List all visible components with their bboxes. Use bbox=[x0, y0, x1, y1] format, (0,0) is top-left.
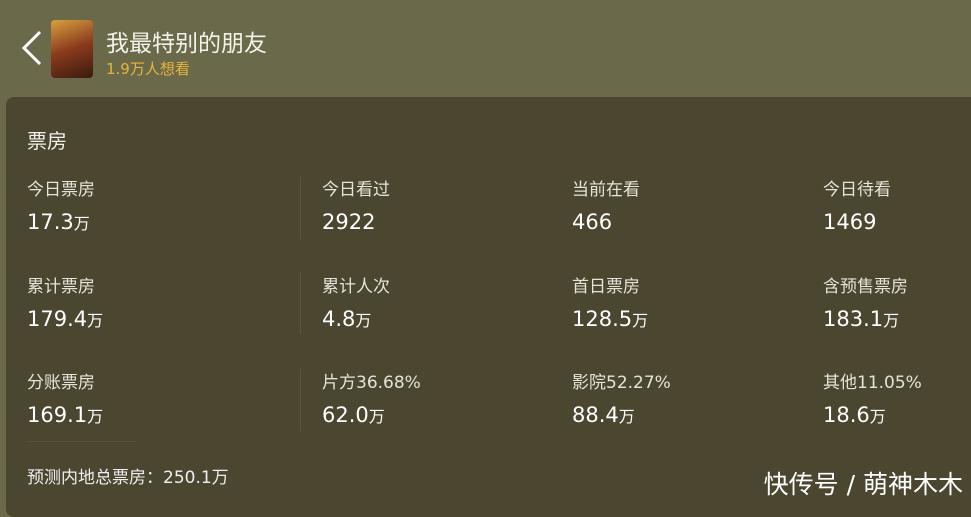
stat-cell: 影院52.27% 88.4万 bbox=[572, 368, 671, 427]
section-title: 票房 bbox=[27, 129, 67, 153]
stat-cell: 含预售票房 183.1万 bbox=[823, 272, 908, 331]
stat-value: 18.6万 bbox=[823, 403, 922, 427]
stat-cell: 片方36.68% 62.0万 bbox=[322, 368, 421, 427]
stat-label: 累计票房 bbox=[27, 277, 95, 297]
stat-label: 片方36.68% bbox=[322, 373, 421, 393]
stat-cell: 今日看过 2922 bbox=[322, 175, 390, 234]
stat-cell: 累计票房 179.4万 bbox=[27, 272, 103, 331]
stat-number: 62.0 bbox=[322, 403, 369, 427]
stat-cell: 当前在看 466 bbox=[572, 175, 640, 234]
stat-label: 今日看过 bbox=[322, 180, 390, 200]
divider bbox=[27, 441, 137, 442]
back-icon[interactable] bbox=[18, 28, 48, 68]
stat-number: 4.8 bbox=[322, 307, 356, 331]
stat-value: 183.1万 bbox=[823, 307, 908, 331]
divider bbox=[300, 177, 301, 239]
stat-label: 累计人次 bbox=[322, 277, 390, 297]
header: 我最特别的朋友 1.9万人想看 bbox=[0, 0, 971, 95]
stat-number: 179.4 bbox=[27, 307, 88, 331]
stat-value: 128.5万 bbox=[572, 307, 648, 331]
stat-unit: 万 bbox=[618, 407, 635, 426]
stat-number: 17.3 bbox=[27, 210, 74, 234]
stat-value: 88.4万 bbox=[572, 403, 671, 427]
stat-label: 分账票房 bbox=[27, 373, 95, 393]
stat-cell: 分账票房 169.1万 bbox=[27, 368, 103, 427]
stat-value: 17.3万 bbox=[27, 210, 95, 234]
stat-value: 4.8万 bbox=[322, 307, 390, 331]
stat-value: 179.4万 bbox=[27, 307, 103, 331]
stat-value: 466 bbox=[572, 210, 640, 234]
stat-label: 其他11.05% bbox=[823, 373, 922, 393]
stat-label: 含预售票房 bbox=[823, 277, 908, 297]
stat-unit: 万 bbox=[632, 311, 649, 330]
stat-cell: 首日票房 128.5万 bbox=[572, 272, 648, 331]
stat-unit: 万 bbox=[87, 407, 104, 426]
stat-unit: 万 bbox=[73, 214, 90, 233]
stat-cell: 其他11.05% 18.6万 bbox=[823, 368, 922, 427]
stat-cell: 今日票房 17.3万 bbox=[27, 175, 95, 234]
stat-cell: 累计人次 4.8万 bbox=[322, 272, 390, 331]
stat-unit: 万 bbox=[869, 407, 886, 426]
stat-unit: 万 bbox=[87, 311, 104, 330]
stat-value: 1469 bbox=[823, 210, 891, 234]
stat-value: 2922 bbox=[322, 210, 390, 234]
stat-number: 2922 bbox=[322, 210, 376, 234]
movie-poster bbox=[51, 20, 93, 78]
stat-unit: 万 bbox=[883, 311, 900, 330]
stat-label: 首日票房 bbox=[572, 277, 640, 297]
stat-label: 今日待看 bbox=[823, 180, 891, 200]
stat-number: 169.1 bbox=[27, 403, 88, 427]
stat-number: 88.4 bbox=[572, 403, 619, 427]
stat-cell: 今日待看 1469 bbox=[823, 175, 891, 234]
watermark: 快传号 / 萌神木木 bbox=[763, 470, 963, 499]
movie-title: 我最特别的朋友 bbox=[106, 31, 267, 57]
stat-number: 466 bbox=[572, 210, 613, 234]
stat-number: 1469 bbox=[823, 210, 877, 234]
want-to-see-count: 1.9万人想看 bbox=[106, 60, 190, 78]
stat-label: 当前在看 bbox=[572, 180, 640, 200]
stat-unit: 万 bbox=[368, 407, 385, 426]
divider bbox=[300, 272, 301, 334]
stat-label: 影院52.27% bbox=[572, 373, 671, 393]
stat-value: 169.1万 bbox=[27, 403, 103, 427]
stat-label: 今日票房 bbox=[27, 180, 95, 200]
forecast-total: 预测内地总票房：250.1万 bbox=[27, 468, 229, 488]
stat-number: 128.5 bbox=[572, 307, 633, 331]
box-office-card: 票房 预测内地总票房：250.1万 今日票房 17.3万 今日看过 2922 当前在看 4… bbox=[6, 97, 971, 517]
stat-number: 18.6 bbox=[823, 403, 870, 427]
divider bbox=[300, 369, 301, 431]
stat-number: 183.1 bbox=[823, 307, 884, 331]
stat-unit: 万 bbox=[355, 311, 372, 330]
stat-value: 62.0万 bbox=[322, 403, 421, 427]
